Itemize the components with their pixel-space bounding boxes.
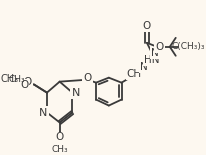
Text: O: O — [56, 132, 64, 142]
Text: CH₃: CH₃ — [9, 75, 26, 84]
Text: CH₃: CH₃ — [1, 74, 19, 84]
Text: HN: HN — [144, 55, 160, 65]
Text: C(CH₃)₃: C(CH₃)₃ — [171, 42, 205, 51]
Text: O: O — [143, 21, 151, 31]
Text: CH: CH — [127, 69, 142, 79]
Text: O: O — [83, 73, 92, 83]
Text: N: N — [140, 62, 147, 72]
Text: O: O — [20, 80, 28, 90]
Text: N: N — [39, 108, 48, 117]
Text: N: N — [151, 48, 158, 58]
Text: O: O — [156, 42, 164, 52]
Text: CH₃: CH₃ — [51, 145, 68, 154]
Text: O: O — [23, 77, 32, 87]
Text: N: N — [71, 88, 80, 98]
